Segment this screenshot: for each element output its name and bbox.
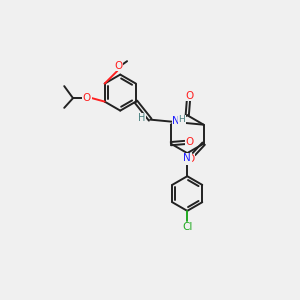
Text: O: O — [187, 154, 195, 164]
Text: H: H — [178, 115, 185, 124]
Text: H: H — [138, 113, 145, 124]
Text: O: O — [185, 91, 194, 101]
Text: O: O — [114, 61, 123, 71]
Text: N: N — [172, 116, 180, 127]
Text: Cl: Cl — [182, 222, 192, 232]
Text: O: O — [83, 93, 91, 103]
Text: O: O — [186, 137, 194, 148]
Text: N: N — [183, 153, 191, 163]
